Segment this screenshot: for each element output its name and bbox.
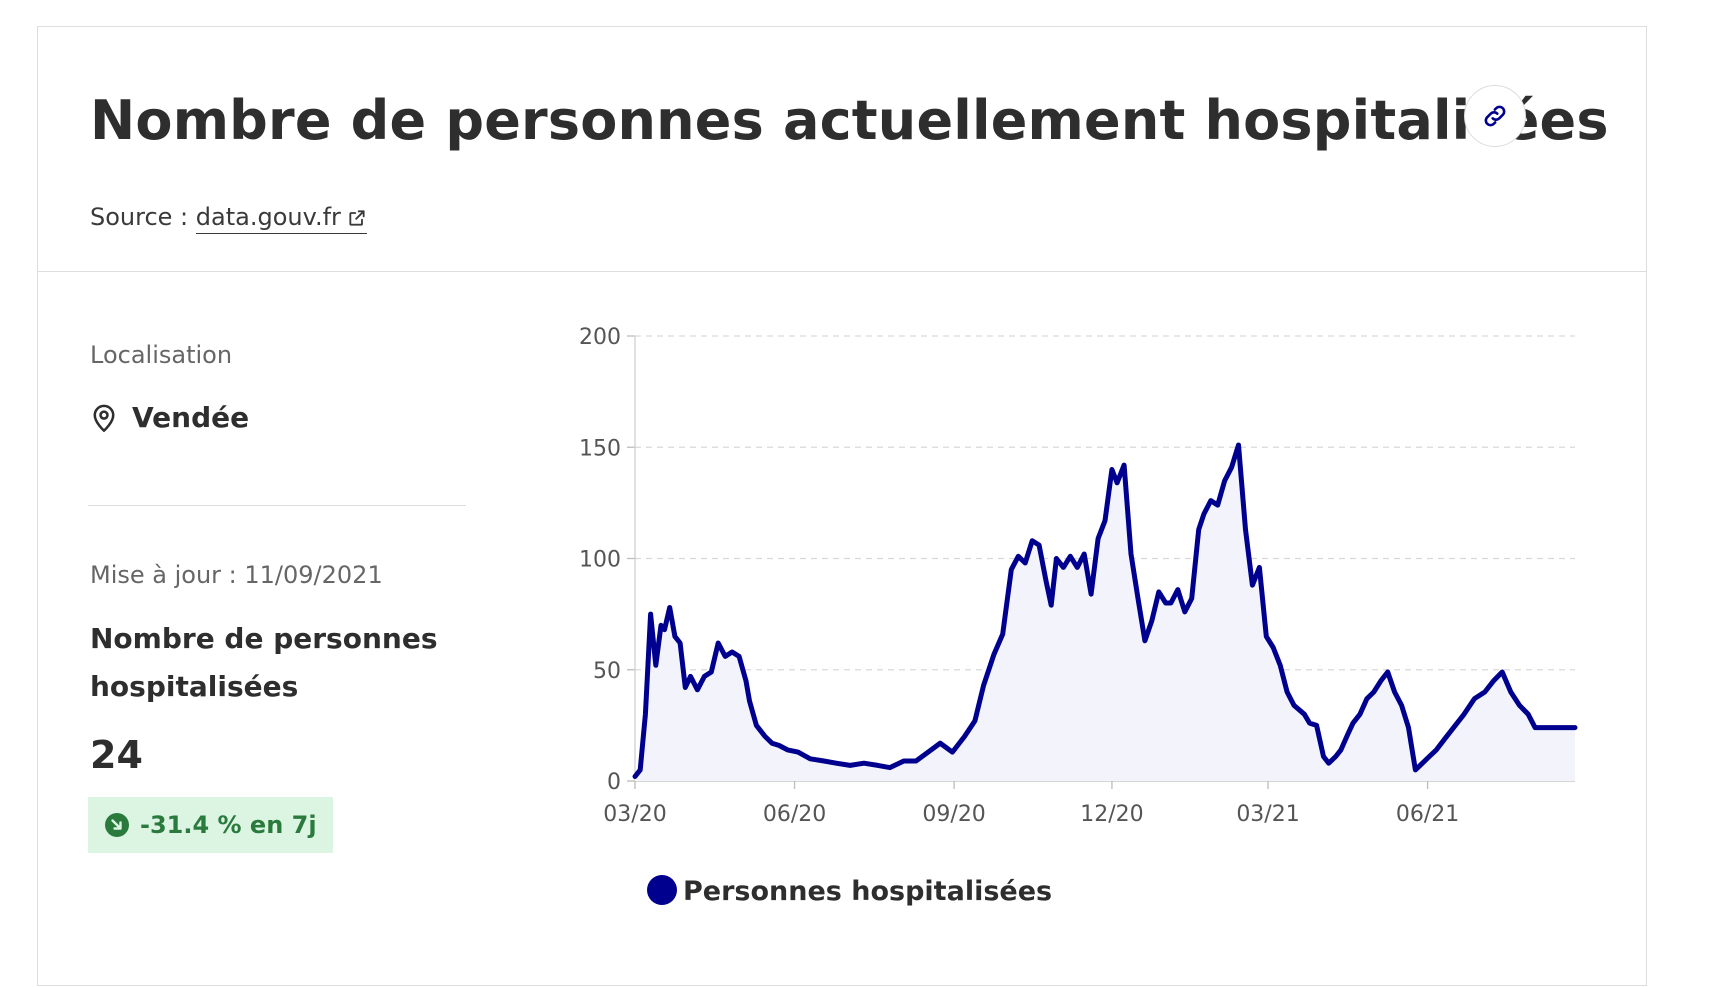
y-tick-label: 100	[579, 548, 621, 573]
sidebar-divider	[88, 505, 466, 506]
update-date: Mise à jour : 11/09/2021	[90, 561, 383, 589]
series-line	[632, 442, 1578, 779]
kpi-label: Nombre de personnes hospitalisées	[90, 622, 438, 703]
source-line: Source : data.gouv.fr	[90, 203, 367, 234]
kpi-value: 24	[90, 733, 143, 777]
x-tick-label: 06/21	[1396, 802, 1459, 827]
link-icon	[1484, 105, 1506, 127]
y-axis: 0 50 100 150 200	[579, 325, 636, 795]
location-label: Localisation	[90, 341, 233, 369]
x-tick-label: 12/20	[1080, 802, 1143, 827]
source-link-text: data.gouv.fr	[195, 203, 341, 231]
x-tick-label: 09/20	[922, 802, 985, 827]
indicator-card: Nombre de personnes actuellement hospita…	[37, 26, 1647, 986]
external-link-icon	[349, 210, 365, 226]
location-value: Vendée	[90, 401, 249, 434]
legend-marker	[647, 875, 677, 905]
source-link[interactable]: data.gouv.fr	[195, 203, 367, 234]
map-pin-icon	[93, 404, 115, 432]
y-tick-label: 150	[579, 436, 621, 461]
series-area	[635, 445, 1575, 781]
y-tick-label: 0	[607, 770, 621, 795]
trend-text: -31.4 % en 7j	[140, 811, 317, 839]
x-tick-label: 03/20	[603, 802, 666, 827]
copy-link-button[interactable]	[1464, 85, 1526, 147]
x-tick-label: 03/21	[1236, 802, 1299, 827]
chart-grid	[635, 335, 1575, 671]
card-header: Nombre de personnes actuellement hospita…	[38, 27, 1646, 272]
trend-badge: -31.4 % en 7j	[88, 797, 333, 853]
y-tick-label: 50	[593, 659, 621, 684]
x-axis: 03/20 06/20 09/20 12/20 03/21 06/21	[603, 780, 1575, 827]
source-prefix: Source :	[90, 203, 196, 231]
legend-label: Personnes hospitalisées	[683, 876, 1052, 907]
y-tick-label: 200	[579, 325, 621, 350]
chart-legend: Personnes hospitalisées	[647, 875, 1052, 907]
x-tick-label: 06/20	[763, 802, 826, 827]
page-title: Nombre de personnes actuellement hospita…	[90, 89, 1609, 152]
arrow-down-right-icon	[105, 813, 129, 837]
location-name: Vendée	[132, 401, 250, 434]
hospitalisation-chart: 0 50 100 150 200 03/20 06/20 09/20 12/20 03/21 06…	[579, 325, 1578, 907]
